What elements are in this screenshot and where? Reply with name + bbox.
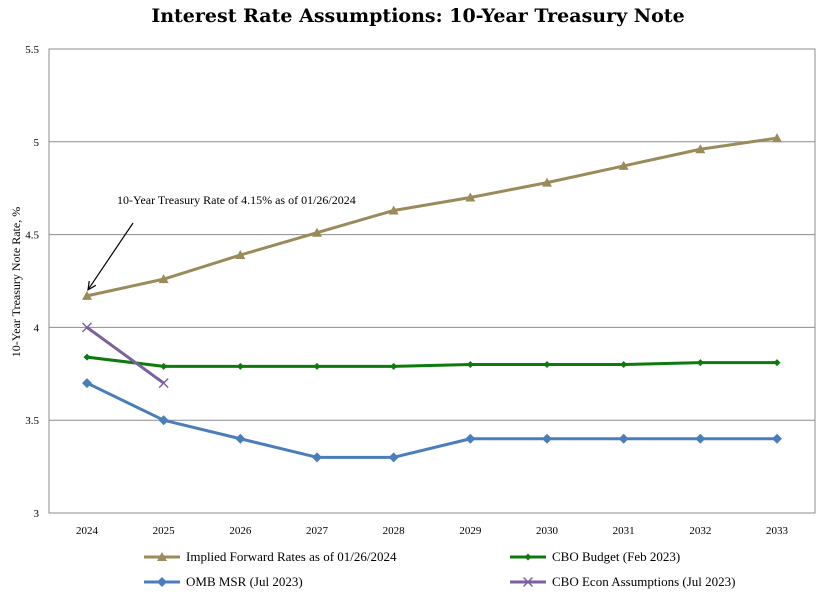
y-tick-label: 4 <box>34 322 40 334</box>
series-1 <box>83 353 781 370</box>
annotation-arrowhead <box>87 280 97 291</box>
legend-item: CBO Econ Assumptions (Jul 2023) <box>510 574 735 589</box>
series-0 <box>82 133 782 300</box>
data-point <box>82 322 92 333</box>
data-point <box>542 433 552 444</box>
data-point <box>773 359 781 367</box>
data-point <box>618 160 629 170</box>
data-point <box>83 353 91 361</box>
legend-swatch-marker <box>523 577 533 587</box>
data-point <box>696 359 704 367</box>
y-axis-label: 10-Year Treasury Note Rate, % <box>9 207 23 357</box>
data-point <box>388 452 399 463</box>
data-point <box>618 433 629 444</box>
y-tick-label: 3 <box>34 508 40 520</box>
data-point <box>82 290 92 300</box>
data-point <box>235 250 246 260</box>
series-line <box>86 381 777 459</box>
data-point <box>312 227 322 237</box>
y-tick-label: 4.5 <box>25 230 39 242</box>
y-tick-label: 3.5 <box>25 415 39 427</box>
annotation-text: 10-Year Treasury Rate of 4.15% as of 01/… <box>117 193 356 207</box>
series-line <box>86 326 165 385</box>
data-point <box>236 362 244 370</box>
data-point <box>313 362 321 370</box>
legend-label: OMB MSR (Jul 2023) <box>186 574 303 589</box>
x-tick-label: 2032 <box>689 525 711 537</box>
series-2 <box>82 378 782 463</box>
x-tick-label: 2027 <box>306 525 329 537</box>
chart-title: Interest Rate Assumptions: 10-Year Treas… <box>151 5 684 27</box>
data-point <box>160 362 168 370</box>
legend-label: CBO Budget (Feb 2023) <box>552 549 680 564</box>
series-3 <box>82 322 169 389</box>
series-line <box>86 136 778 298</box>
data-point <box>620 361 628 369</box>
y-tick-label: 5 <box>34 137 40 149</box>
data-point <box>158 415 169 426</box>
legend-label: Implied Forward Rates as of 01/26/2024 <box>186 549 397 564</box>
data-point <box>772 133 782 143</box>
marker-stroke <box>82 322 92 333</box>
series-line <box>86 355 777 368</box>
data-point <box>388 205 399 215</box>
y-tick-label: 5.5 <box>25 44 39 56</box>
plot-area: 3 3.5 4 4.5 5 5.5 2024 2025 2026 2027 2028 2029 2030… <box>25 44 816 537</box>
annotation-arrow <box>87 222 134 291</box>
x-tick-label: 2033 <box>766 525 789 537</box>
x-tick-label: 2026 <box>229 525 252 537</box>
data-point <box>543 361 551 369</box>
x-tick-label: 2028 <box>383 525 406 537</box>
legend: Implied Forward Rates as of 01/26/2024 CB… <box>144 549 735 589</box>
plot-border <box>48 48 816 514</box>
x-tick-label: 2024 <box>76 525 99 537</box>
marker-stroke <box>158 378 169 389</box>
data-point <box>465 433 476 444</box>
data-point <box>158 378 169 389</box>
marker-stroke <box>523 577 533 587</box>
legend-item: CBO Budget (Feb 2023) <box>510 549 680 564</box>
data-point <box>466 361 474 369</box>
legend-label: CBO Econ Assumptions (Jul 2023) <box>552 574 735 589</box>
data-point <box>235 433 246 444</box>
data-point <box>158 274 169 284</box>
data-point <box>312 452 322 463</box>
x-tick-label: 2029 <box>459 525 482 537</box>
x-tick-label: 2031 <box>613 525 635 537</box>
data-point <box>390 362 398 370</box>
data-point <box>695 144 706 154</box>
x-tick-label: 2030 <box>536 525 559 537</box>
legend-swatch-marker <box>157 577 167 587</box>
legend-item: OMB MSR (Jul 2023) <box>144 574 303 589</box>
data-point <box>695 433 706 444</box>
x-tick-label: 2025 <box>153 525 176 537</box>
legend-swatch-marker <box>157 552 167 561</box>
data-point <box>542 177 552 187</box>
data-point <box>772 433 782 444</box>
legend-item: Implied Forward Rates as of 01/26/2024 <box>144 549 397 564</box>
data-point <box>465 192 476 202</box>
data-point <box>82 378 92 389</box>
legend-swatch-marker <box>524 553 532 561</box>
